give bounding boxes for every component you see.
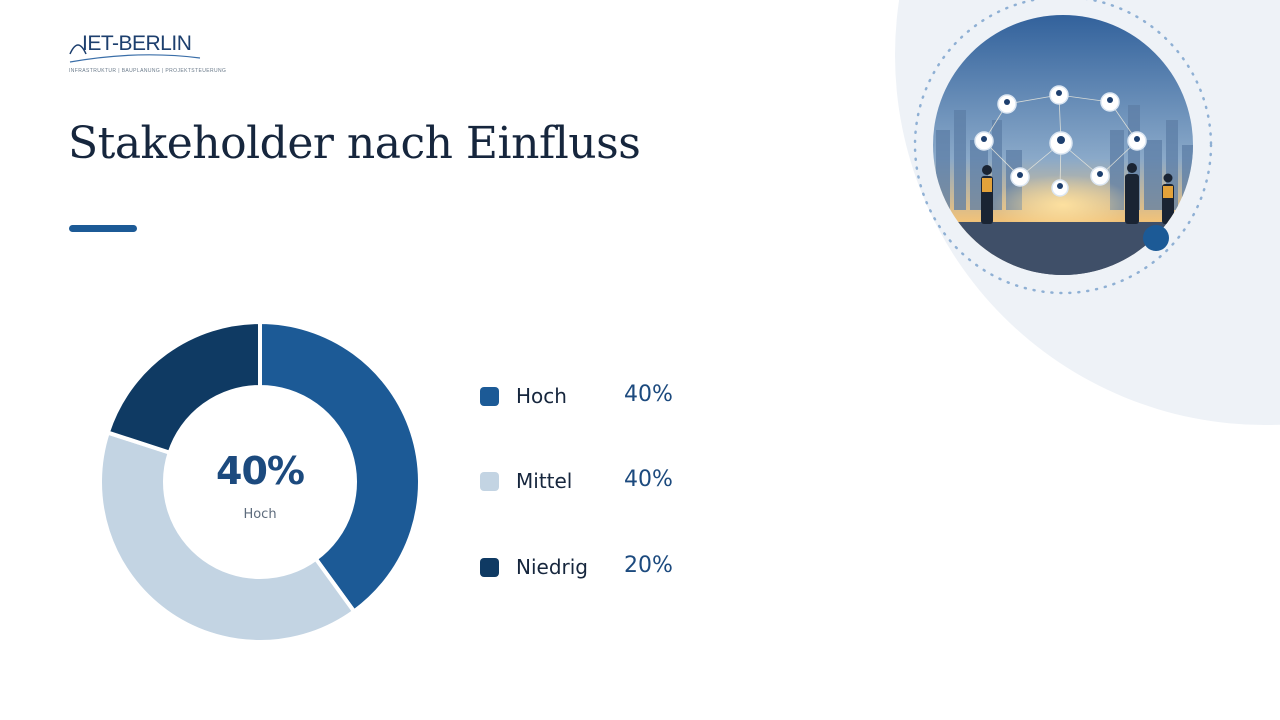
legend-item-mittel: Mittel 40% [480,467,740,497]
photo-accent-dot [1143,225,1169,251]
donut-center-value: 40% [216,449,305,493]
stakeholder-network-photo [900,0,1230,300]
legend-value-mittel: 40% [624,467,673,492]
legend-item-niedrig: Niedrig 20% [480,553,740,583]
legend-label-mittel: Mittel [516,469,573,493]
influence-donut-chart [98,319,422,644]
company-logo: IET-BERLIN INFRASTRUKTUR | BAUPLANUNG | … [68,32,226,80]
logo-mark [69,44,201,63]
donut-center-label: Hoch [243,507,277,522]
legend-item-hoch: Hoch 40% [480,382,740,412]
donut-slice-mittel [98,430,357,644]
slide-title: Stakeholder nach Einfluss [68,118,641,169]
photo-illustration [913,0,1213,295]
title-accent-bar [69,225,137,232]
logo-wordmark: IET-BERLIN [82,32,192,55]
logo-tagline: INFRASTRUKTUR | BAUPLANUNG | PROJEKTSTEU… [69,68,227,74]
legend-swatch-mittel [480,472,499,491]
legend-label-niedrig: Niedrig [516,555,588,579]
legend-value-hoch: 40% [624,382,673,407]
donut-slice-hoch [258,319,422,615]
legend-label-hoch: Hoch [516,384,567,408]
donut-slice-niedrig [105,319,262,456]
legend-swatch-niedrig [480,558,499,577]
legend-value-niedrig: 20% [624,553,673,578]
legend-swatch-hoch [480,387,499,406]
